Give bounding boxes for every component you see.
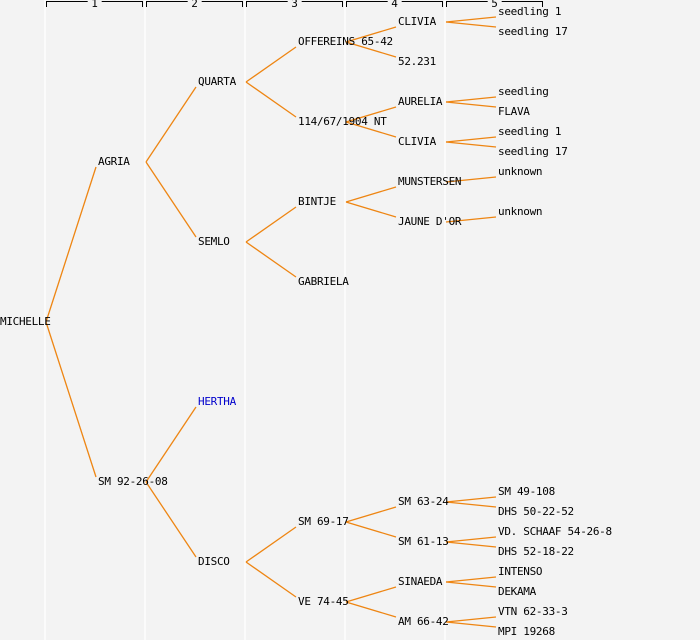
tree-edge	[445, 576, 497, 583]
pedigree-node-sm6113[interactable]: SM 61-13	[398, 535, 449, 548]
pedigree-node-vtn62333[interactable]: VTN 62-33-3	[498, 605, 568, 618]
pedigree-node-sm49108[interactable]: SM 49-108	[498, 485, 555, 498]
generation-bracket-1: 1	[46, 0, 143, 9]
pedigree-node-aurelia[interactable]: AURELIA	[398, 95, 443, 108]
pedigree-node-sdl[interactable]: seedling	[498, 85, 549, 98]
pedigree-node-clivia2[interactable]: CLIVIA	[398, 135, 436, 148]
pedigree-node-sdl17b[interactable]: seedling 17	[498, 145, 568, 158]
column-separator	[244, 0, 246, 640]
generation-bracket-3: 3	[246, 0, 343, 9]
tree-edge	[445, 101, 497, 108]
tree-edge	[145, 406, 197, 483]
pedigree-node-intenso[interactable]: INTENSO	[498, 565, 543, 578]
pedigree-node-ve7445[interactable]: VE 74-45	[298, 595, 349, 608]
pedigree-node-jaunedor[interactable]: JAUNE D'OR	[398, 215, 462, 228]
pedigree-node-vdschaaf[interactable]: VD. SCHAAF 54-26-8	[498, 525, 612, 538]
pedigree-node-sdl17a[interactable]: seedling 17	[498, 25, 568, 38]
generation-bracket-5: 5	[446, 0, 543, 9]
tree-edge	[345, 601, 397, 618]
pedigree-node-offereins[interactable]: OFFEREINS 65-42	[298, 35, 393, 48]
pedigree-node-nt114[interactable]: 114/67/1904 NT	[298, 115, 387, 128]
tree-edge	[445, 496, 497, 503]
pedigree-node-flava[interactable]: FLAVA	[498, 105, 530, 118]
tree-edge	[445, 96, 497, 103]
pedigree-node-bintje[interactable]: BINTJE	[298, 195, 336, 208]
tree-edge	[345, 186, 397, 203]
pedigree-node-munstersen[interactable]: MUNSTERSEN	[398, 175, 462, 188]
tree-edge	[245, 206, 297, 243]
generation-number: 1	[87, 0, 102, 9]
generation-number: 4	[387, 0, 402, 9]
pedigree-node-sdl1b[interactable]: seedling 1	[498, 125, 562, 138]
tree-edge	[345, 41, 397, 58]
tree-edge	[445, 21, 497, 28]
generation-number: 2	[187, 0, 202, 9]
tree-edge	[445, 541, 497, 548]
tree-edge	[345, 26, 397, 43]
pedigree-node-dhs502252[interactable]: DHS 50-22-52	[498, 505, 574, 518]
tree-edge	[145, 86, 197, 163]
generation-bracket-4: 4	[346, 0, 443, 9]
tree-edge	[345, 586, 397, 603]
pedigree-node-unknown1[interactable]: unknown	[498, 165, 543, 178]
pedigree-node-sdl1a[interactable]: seedling 1	[498, 5, 562, 18]
generation-number: 5	[487, 0, 502, 9]
column-separator	[344, 0, 346, 640]
generation-number: 3	[287, 0, 302, 9]
tree-edge	[445, 581, 497, 588]
pedigree-node-gabriela[interactable]: GABRIELA	[298, 275, 349, 288]
tree-edge	[145, 481, 197, 558]
pedigree-node-agria[interactable]: AGRIA	[98, 155, 130, 168]
pedigree-node-clivia1[interactable]: CLIVIA	[398, 15, 436, 28]
pedigree-node-sm6324[interactable]: SM 63-24	[398, 495, 449, 508]
pedigree-node-hertha[interactable]: HERTHA	[198, 395, 236, 408]
generation-bracket-2: 2	[146, 0, 243, 9]
pedigree-node-disco[interactable]: DISCO	[198, 555, 230, 568]
tree-edge	[445, 141, 497, 148]
tree-edge	[445, 536, 497, 543]
column-separator	[144, 0, 146, 640]
tree-edge	[245, 526, 297, 563]
tree-edge	[245, 241, 297, 278]
tree-edge	[245, 46, 297, 83]
tree-edge	[345, 121, 397, 138]
pedigree-node-semlo[interactable]: SEMLO	[198, 235, 230, 248]
tree-edge	[245, 561, 297, 598]
pedigree-node-sinaeda[interactable]: SINAEDA	[398, 575, 443, 588]
pedigree-node-quarta[interactable]: QUARTA	[198, 75, 236, 88]
tree-edge	[245, 81, 297, 118]
tree-edge	[445, 216, 497, 223]
pedigree-node-dekama[interactable]: DEKAMA	[498, 585, 536, 598]
pedigree-node-sm6917[interactable]: SM 69-17	[298, 515, 349, 528]
tree-edge	[45, 321, 97, 478]
pedigree-node-n52231[interactable]: 52.231	[398, 55, 436, 68]
tree-edge	[345, 106, 397, 123]
column-separator	[44, 0, 46, 640]
pedigree-node-mpi19268[interactable]: MPI 19268	[498, 625, 555, 638]
tree-edge	[445, 176, 497, 183]
tree-edge	[445, 621, 497, 628]
tree-edge	[345, 201, 397, 218]
pedigree-node-dhs521822[interactable]: DHS 52-18-22	[498, 545, 574, 558]
tree-edge	[45, 166, 97, 323]
tree-edge	[345, 506, 397, 523]
pedigree-node-unknown2[interactable]: unknown	[498, 205, 543, 218]
tree-edge	[445, 136, 497, 143]
pedigree-node-am6642[interactable]: AM 66-42	[398, 615, 449, 628]
tree-edge	[445, 16, 497, 23]
column-separator	[444, 0, 446, 640]
tree-edge	[445, 501, 497, 508]
pedigree-node-sm922608[interactable]: SM 92-26-08	[98, 475, 168, 488]
tree-edge	[145, 161, 197, 238]
tree-edge	[345, 521, 397, 538]
tree-edge	[445, 616, 497, 623]
pedigree-node-michelle[interactable]: MICHELLE	[0, 315, 51, 328]
